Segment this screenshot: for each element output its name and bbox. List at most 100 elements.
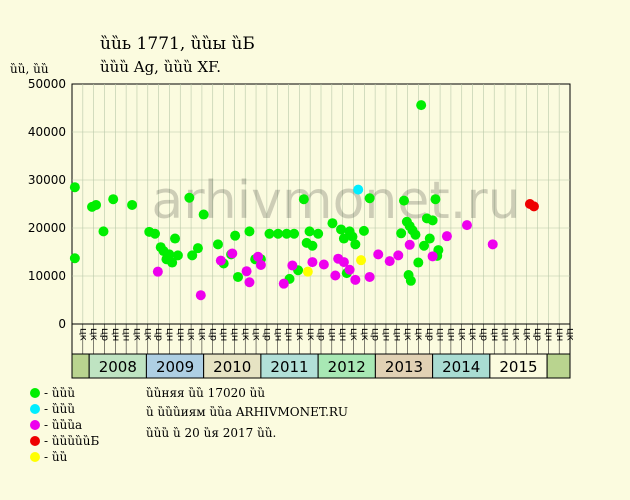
data-point (307, 257, 318, 268)
data-point (244, 277, 255, 288)
y-tick-label: 20000 (28, 221, 66, 235)
data-point (364, 193, 375, 204)
year-label: 2009 (156, 358, 194, 376)
info-source: ȕ ȕȕȕиям ȕȕа ARHIVMONET.RU (146, 405, 349, 419)
legend-dot-icon (30, 436, 40, 446)
data-point (187, 250, 198, 261)
data-point (353, 184, 364, 195)
data-point (461, 220, 472, 231)
data-point (233, 271, 243, 282)
data-point (430, 194, 441, 205)
y-tick-label: 10000 (28, 269, 66, 283)
data-point (347, 231, 358, 242)
data-point (170, 233, 181, 244)
legend-dot-icon (30, 404, 40, 414)
data-point (69, 182, 80, 193)
year-label: 2012 (328, 358, 366, 376)
y-axis-label: ȕȕ, ȕȕ (10, 62, 49, 76)
year-label: 2011 (270, 358, 308, 376)
data-point (338, 233, 349, 244)
data-point (212, 239, 223, 250)
data-point (441, 231, 452, 242)
data-point (152, 266, 163, 277)
year-band (145, 353, 205, 379)
data-point (344, 264, 355, 275)
data-point (487, 239, 498, 250)
legend-dot-icon (30, 388, 40, 398)
data-point (318, 259, 329, 270)
month-tick-label: цк (565, 328, 576, 341)
data-point (255, 259, 266, 270)
year-label: 2010 (213, 358, 251, 376)
data-point (264, 228, 275, 239)
data-point (419, 240, 430, 251)
data-point (327, 218, 338, 229)
data-point (405, 275, 416, 286)
data-point (227, 248, 238, 259)
data-point (393, 250, 404, 261)
data-point (184, 192, 195, 203)
data-point (298, 194, 309, 205)
legend-label: - ȕȕȕ (44, 402, 76, 416)
data-point (241, 266, 252, 277)
year-band (260, 353, 319, 379)
data-point (281, 228, 292, 239)
data-point (427, 215, 438, 226)
legend-item: - ȕȕȕ (30, 386, 75, 400)
chart-subtitle: ȕȕȕ Ag, ȕȕȕ XF. (100, 58, 221, 76)
data-point (278, 278, 289, 289)
data-point (167, 257, 178, 268)
y-tick-label: 30000 (28, 173, 66, 187)
data-point (358, 225, 369, 236)
data-point (427, 251, 438, 262)
data-point (253, 251, 264, 262)
year-band (374, 353, 434, 379)
year-band (432, 353, 491, 379)
data-point (287, 260, 298, 271)
data-point (69, 253, 80, 264)
data-point (307, 240, 318, 251)
data-point (350, 274, 361, 285)
data-point (164, 249, 175, 260)
data-point (410, 229, 421, 240)
year-band (546, 353, 571, 379)
data-point (413, 257, 424, 268)
data-point (338, 257, 349, 268)
data-point (336, 224, 347, 235)
legend-item: - ȕȕ (30, 450, 67, 464)
data-point (350, 239, 361, 250)
data-point (373, 249, 384, 260)
legend-label: - ȕȕȕ (44, 386, 76, 400)
data-point (330, 270, 341, 281)
year-label: 2013 (385, 358, 423, 376)
year-band (489, 353, 548, 379)
data-point (356, 255, 367, 266)
y-tick-label: 50000 (28, 77, 66, 91)
data-point (98, 226, 109, 237)
chart-title: ȕȕь 1771, ȕȕы ȕБ (100, 34, 255, 54)
data-point (416, 100, 427, 111)
data-point (528, 201, 539, 212)
data-point (396, 228, 407, 239)
year-label: 2015 (499, 358, 537, 376)
data-point (150, 228, 160, 239)
data-point (198, 209, 209, 220)
data-point (172, 250, 183, 261)
legend-item: - ȕȕȕ (30, 402, 75, 416)
y-tick-label: 40000 (28, 125, 66, 139)
data-point (273, 228, 284, 239)
legend-dot-icon (30, 452, 40, 462)
data-point (127, 199, 138, 210)
data-point (215, 255, 226, 266)
year-label: 2008 (99, 358, 137, 376)
year-band (71, 353, 90, 379)
data-point (230, 230, 241, 241)
data-point (91, 199, 102, 210)
data-point (399, 195, 409, 206)
legend-dot-icon (30, 420, 40, 430)
data-point (364, 271, 375, 282)
data-point (108, 194, 119, 205)
legend-label: - ȕȕ (44, 450, 68, 464)
